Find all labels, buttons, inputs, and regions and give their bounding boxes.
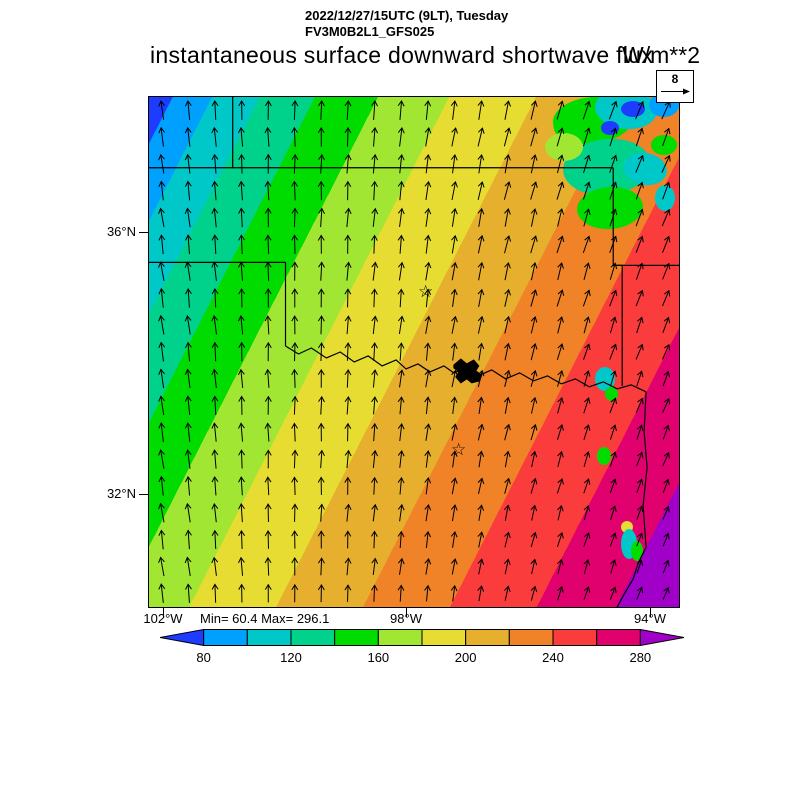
lon-tick-label: 94°W (634, 611, 666, 626)
wind-reference-value: 8 (671, 72, 679, 86)
lon-tick (405, 608, 407, 617)
map-plot-area: ☆ ☆ (148, 96, 680, 608)
lon-tick (649, 608, 651, 617)
units-label: W/m**2 (622, 42, 700, 68)
location-star-marker: ☆ (451, 440, 467, 459)
colorbar-tick-label: 200 (454, 650, 477, 665)
cloud-patch (545, 133, 583, 161)
lon-tick (162, 608, 164, 617)
cloud-patch (597, 447, 611, 465)
state-borders-layer (149, 97, 679, 607)
cloud-patch-layer (149, 97, 679, 607)
wind-vector-layer (158, 100, 671, 604)
min-max-label: Min= 60.4 Max= 296.1 (200, 611, 330, 626)
lat-tick-label: 32°N (106, 486, 136, 501)
colorbar-tick-label: 280 (629, 650, 652, 665)
colorbar-tick-label: 80 (196, 650, 211, 665)
colorbar-tick-label: 160 (367, 650, 390, 665)
colorbar-tick-label: 240 (542, 650, 564, 665)
cloud-patch (631, 541, 643, 561)
wind-reference-arrow-icon (661, 88, 690, 95)
colorbar (160, 629, 684, 646)
state-border (613, 264, 623, 386)
lake-marker (453, 358, 483, 384)
colorbar-tick-label: 120 (280, 650, 302, 665)
lat-tick (139, 231, 148, 233)
model-run-heading: FV3M0B2L1_GFS025 (305, 24, 435, 39)
lon-tick-label: 102°W (143, 611, 183, 626)
lat-tick (139, 493, 148, 495)
cloud-patch (651, 135, 677, 155)
datetime-heading: 2022/12/27/15UTC (9LT), Tuesday (305, 8, 509, 23)
lat-tick-label: 36°N (106, 224, 136, 239)
cloud-patch (605, 387, 618, 401)
state-border (616, 391, 648, 607)
marker-layer: ☆ ☆ (149, 97, 679, 607)
cloud-patch (655, 185, 675, 211)
location-star-marker: ☆ (418, 282, 434, 301)
wind-reference-box: 8 (656, 70, 694, 103)
chart-title: instantaneous surface downward shortwave… (150, 42, 654, 68)
lon-tick-label: 98°W (390, 611, 422, 626)
